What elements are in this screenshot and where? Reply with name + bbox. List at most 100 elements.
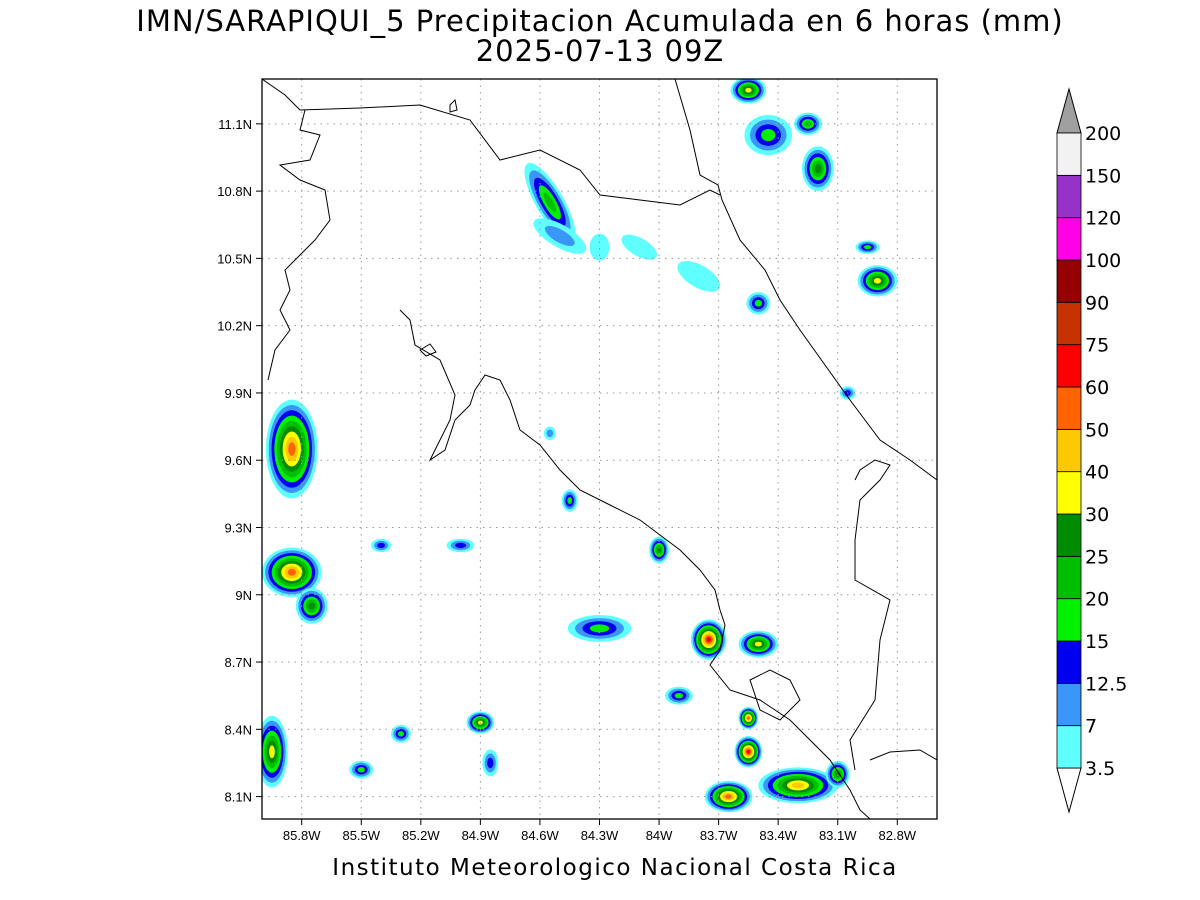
precip-contour-band: [455, 542, 467, 549]
precip-contour-band: [746, 749, 751, 754]
lat-tick-label: 10.2N: [217, 319, 252, 334]
colorbar-label: 30: [1085, 504, 1109, 526]
precip-contour-band: [761, 128, 776, 142]
precip-cell: [349, 760, 374, 779]
lon-tick-label: 85.5W: [342, 828, 380, 843]
lat-tick-label: 9.9N: [225, 386, 252, 401]
colorbar-swatch: [1056, 682, 1082, 727]
colorbar-swatch: [1056, 344, 1082, 388]
precip-contour-band: [377, 542, 386, 549]
precip-cell: [857, 265, 898, 297]
golfo-dulce: [749, 669, 801, 721]
precip-cell: [802, 146, 834, 192]
precip-cell: [649, 536, 669, 564]
precip-cell: [533, 218, 587, 254]
precip-cell: [265, 399, 318, 499]
lat-tick-label: 8.7N: [225, 655, 252, 670]
colorbar-swatch: [1056, 598, 1082, 642]
precip-contour-band: [589, 233, 610, 261]
precip-cell: [730, 79, 767, 104]
precip-contour-band: [863, 245, 872, 250]
precip-contour-band: [287, 568, 296, 576]
lat-tick-label: 9N: [235, 588, 252, 603]
precip-contour-band: [873, 278, 881, 284]
lon-tick-label: 85.8W: [283, 828, 321, 843]
precip-contour-band: [308, 602, 315, 610]
precip-contour-band: [357, 766, 365, 773]
lon-tick-label: 82.8W: [879, 828, 917, 843]
colorbar-label: 12.5: [1085, 673, 1127, 695]
colorbar-label: 75: [1085, 335, 1109, 357]
lon-tick-label: 85.2W: [402, 828, 440, 843]
precip-cell: [794, 112, 822, 136]
precip-contour-band: [754, 299, 762, 307]
colorbar-label: 15: [1085, 631, 1109, 653]
lon-tick-label: 84.9W: [462, 828, 500, 843]
precip-contour-band: [754, 641, 762, 647]
colorbar-top-arrow: [1056, 87, 1082, 134]
credit-footer: Instituto Meteorologico Nacional Costa R…: [332, 855, 898, 881]
border-line-north: [262, 79, 721, 206]
lat-tick-label: 10.8N: [217, 184, 252, 199]
precip-cell: [704, 780, 753, 813]
axes: 85.8W 85.5W 85.2W 84.9W 84.6W 84.3W 84W 83.7W 83…: [217, 117, 917, 843]
precip-cell: [391, 724, 411, 743]
precip-cell: [855, 240, 880, 254]
graticule: [262, 79, 937, 819]
colorbar-label: 200: [1085, 123, 1121, 145]
precip-cell: [738, 706, 759, 730]
precip-contour-band: [621, 234, 657, 260]
precip-contour-band: [745, 87, 752, 93]
precip-contour-band: [725, 794, 732, 799]
colorbar-label: 50: [1085, 419, 1109, 441]
colorbar-label: 20: [1085, 589, 1109, 611]
colorbar-label: 3.5: [1085, 758, 1115, 780]
precip-cell: [677, 260, 721, 292]
precip-cell: [295, 588, 328, 624]
colorbar-label: 60: [1085, 377, 1109, 399]
precip-cell: [665, 686, 693, 705]
lat-tick-label: 8.1N: [225, 790, 252, 805]
precip-cell: [744, 114, 793, 156]
lat-tick-label: 10.5N: [217, 251, 252, 266]
precip-cell: [446, 538, 475, 553]
colorbar-swatch: [1056, 471, 1082, 515]
lon-tick-label: 84W: [646, 828, 673, 843]
colorbar-swatch: [1056, 217, 1082, 261]
lat-tick-label: 9.6N: [225, 453, 252, 468]
coastlines-borders: [262, 79, 937, 819]
lon-tick-label: 84.3W: [581, 828, 619, 843]
precip-cell: [543, 426, 556, 441]
precip-contour-band: [706, 637, 711, 643]
precip-contour-band: [791, 782, 805, 789]
caribbean-coast: [674, 79, 937, 481]
precip-contour-band: [288, 442, 296, 456]
precip-contour-band: [487, 757, 494, 769]
lon-tick-label: 83.7W: [700, 828, 738, 843]
precip-cell: [524, 162, 576, 242]
colorbar-swatch: [1056, 513, 1082, 557]
colorbar-swatch: [1056, 132, 1082, 176]
colorbar-label: 100: [1085, 250, 1121, 272]
lon-tick-label: 83.4W: [759, 828, 797, 843]
colorbar-label: 90: [1085, 292, 1109, 314]
gulf-island: [419, 343, 437, 357]
precip-contour-band: [544, 225, 575, 247]
colorbar-label: 120: [1085, 208, 1121, 230]
precip-contour-band: [677, 260, 721, 292]
colorbar-bottom-arrow: [1056, 767, 1082, 814]
colorbar-swatch: [1056, 386, 1082, 430]
colorbar-swatch: [1056, 174, 1082, 219]
precip-cell: [262, 547, 322, 597]
pacific-coast-north: [267, 109, 331, 381]
precip-cell: [758, 767, 838, 804]
precip-contour-band: [747, 716, 750, 720]
colorbar-swatch: [1056, 259, 1082, 303]
precip-contour-band: [804, 121, 812, 127]
precip-cell: [561, 489, 578, 512]
lat-tick-label: 8.4N: [225, 722, 252, 737]
precip-cell: [734, 736, 763, 768]
precip-contour-band: [397, 731, 404, 737]
colorbar-label: 40: [1085, 462, 1109, 484]
